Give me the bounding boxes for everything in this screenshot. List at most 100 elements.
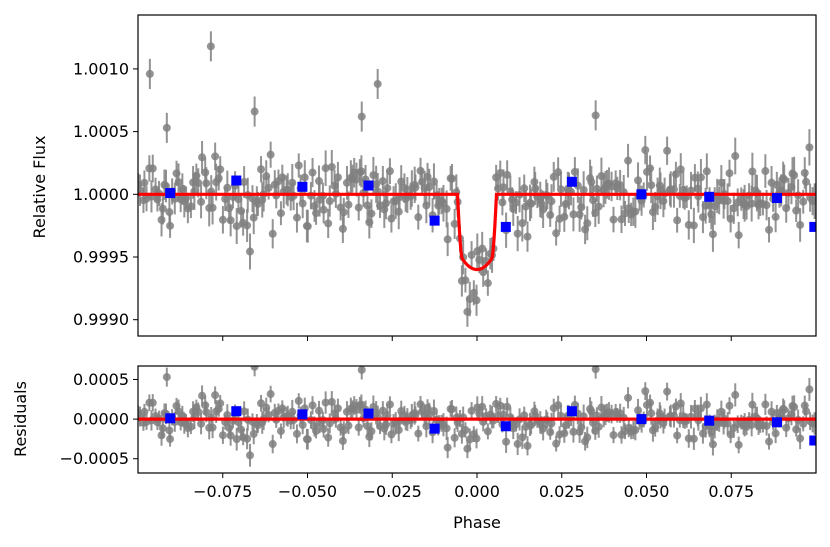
residuals-panel: −0.075 −0.050 −0.025 0.000 0.025 0.050 0.075 −0… <box>11 339 817 532</box>
data-point <box>802 170 811 194</box>
x-tick-label: 0.025 <box>539 482 585 501</box>
data-point <box>321 150 330 186</box>
data-marker <box>609 431 618 440</box>
data-marker <box>631 426 640 435</box>
data-marker <box>378 177 387 186</box>
data-marker <box>673 216 682 225</box>
data-marker <box>689 221 698 230</box>
data-marker <box>250 107 259 116</box>
data-point <box>367 422 376 441</box>
data-marker <box>162 182 171 191</box>
data-point <box>308 396 317 415</box>
data-marker <box>146 339 154 347</box>
data-marker <box>324 219 333 228</box>
data-point <box>186 194 195 219</box>
data-marker <box>747 420 756 429</box>
data-marker <box>223 183 232 192</box>
data-marker <box>547 197 556 206</box>
data-point <box>513 432 522 456</box>
data-marker <box>298 199 307 208</box>
binned-marker <box>772 193 783 204</box>
data-marker <box>609 215 618 224</box>
data-marker <box>734 440 743 449</box>
data-marker <box>513 439 522 448</box>
data-marker <box>148 398 157 407</box>
x-tick-label: 0.000 <box>454 482 500 501</box>
data-point <box>523 436 532 456</box>
data-marker <box>373 79 382 88</box>
data-point <box>162 367 171 387</box>
data-marker <box>583 219 592 228</box>
data-marker <box>498 198 507 207</box>
data-marker <box>450 433 459 442</box>
data-point <box>780 400 789 420</box>
data-point <box>198 385 207 406</box>
data-point <box>357 101 366 132</box>
data-marker <box>765 225 774 234</box>
data-marker <box>802 407 811 416</box>
data-marker <box>790 171 799 180</box>
data-marker <box>357 167 366 176</box>
data-point <box>478 396 487 418</box>
x-tick-label: 0.075 <box>708 482 754 501</box>
y-tick-label: 1.0000 <box>73 185 129 204</box>
data-marker <box>383 184 392 193</box>
data-marker <box>298 420 307 429</box>
data-marker <box>761 400 770 409</box>
binned-marker <box>363 408 374 419</box>
data-marker <box>225 204 234 213</box>
data-point <box>609 427 618 444</box>
data-point <box>357 366 366 380</box>
data-point <box>352 162 361 197</box>
data-marker <box>314 406 323 415</box>
binned-marker <box>636 189 647 200</box>
data-point <box>496 397 505 414</box>
data-point <box>780 164 789 195</box>
data-marker <box>696 173 705 182</box>
data-marker <box>796 434 805 443</box>
data-point <box>425 168 434 206</box>
data-point <box>245 233 254 270</box>
binned-marker <box>297 181 308 192</box>
data-point <box>747 185 756 222</box>
data-marker <box>367 209 376 218</box>
data-marker <box>325 197 334 206</box>
flux-data-points <box>138 31 816 327</box>
data-marker <box>208 423 217 432</box>
data-marker <box>702 167 711 176</box>
data-marker <box>708 440 717 449</box>
data-point <box>327 150 336 184</box>
data-marker <box>325 419 334 428</box>
data-marker <box>218 431 227 440</box>
binned-marker <box>231 175 242 186</box>
data-marker <box>240 177 249 186</box>
data-point <box>583 206 592 241</box>
data-marker <box>592 184 601 193</box>
data-point <box>198 140 207 174</box>
data-marker <box>321 398 330 407</box>
flux-axes: 0.9990 0.9995 1.0000 1.0005 1.0010 <box>73 14 817 341</box>
data-marker <box>647 181 656 190</box>
data-point <box>250 366 259 377</box>
data-point <box>333 398 342 419</box>
y-tick-label: 0.9990 <box>73 310 129 329</box>
data-point <box>140 170 149 196</box>
data-point <box>461 267 470 293</box>
data-marker <box>686 186 695 195</box>
data-marker <box>226 216 235 225</box>
data-point <box>186 419 195 435</box>
data-point <box>810 412 816 435</box>
flux-panel: 0.9990 0.9995 1.0000 1.0005 1.0010 Relative … <box>30 14 817 341</box>
data-point <box>696 396 705 421</box>
data-marker <box>276 427 285 436</box>
data-point <box>790 156 799 194</box>
binned-marker <box>636 414 647 425</box>
data-point <box>197 185 206 219</box>
data-point <box>197 413 206 435</box>
data-marker <box>641 387 650 396</box>
data-marker <box>300 173 309 182</box>
data-point <box>208 191 217 225</box>
data-point <box>796 427 805 450</box>
data-marker <box>423 172 432 181</box>
